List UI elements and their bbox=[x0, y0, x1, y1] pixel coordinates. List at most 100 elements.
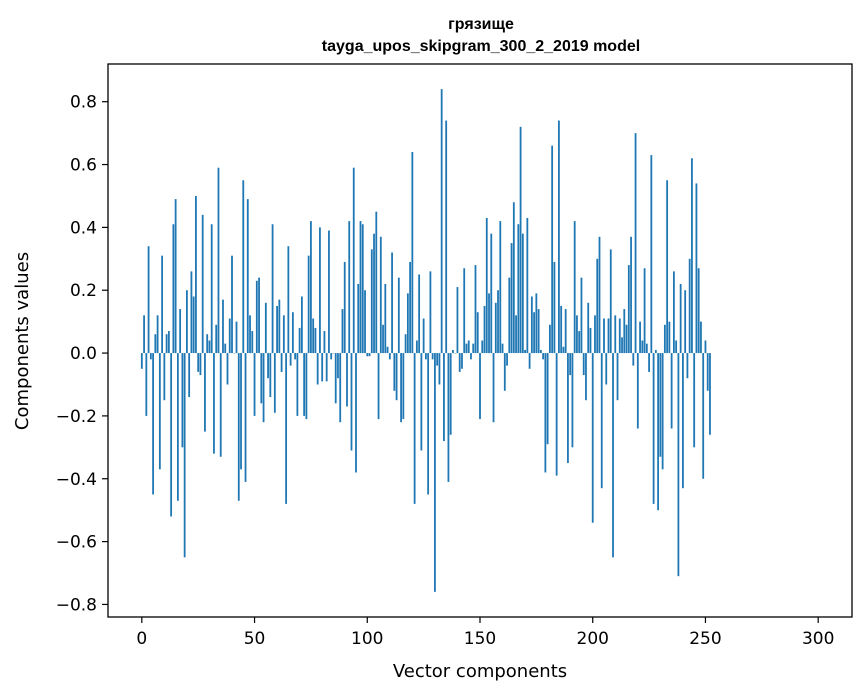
bar bbox=[397, 277, 400, 354]
bar bbox=[695, 183, 698, 354]
bar bbox=[242, 180, 245, 354]
bar bbox=[219, 353, 222, 457]
bar bbox=[700, 321, 702, 354]
y-tick-label: 0.6 bbox=[70, 156, 97, 176]
bar bbox=[402, 353, 405, 420]
bar bbox=[645, 343, 648, 354]
bar bbox=[447, 353, 450, 482]
bar bbox=[152, 353, 154, 495]
bar bbox=[228, 318, 231, 354]
bar bbox=[334, 353, 337, 404]
bar bbox=[560, 305, 563, 354]
bar bbox=[663, 324, 666, 354]
bar bbox=[630, 236, 632, 354]
bar bbox=[587, 302, 590, 354]
bar bbox=[589, 327, 592, 354]
bar bbox=[567, 353, 569, 464]
bar bbox=[677, 353, 680, 577]
plot-area-frame bbox=[107, 63, 853, 618]
bar bbox=[675, 340, 678, 354]
bar bbox=[634, 133, 637, 354]
bar bbox=[276, 305, 278, 354]
bar bbox=[188, 353, 191, 398]
bar bbox=[165, 334, 168, 354]
bar bbox=[436, 353, 439, 366]
bar bbox=[474, 265, 477, 354]
bar bbox=[670, 353, 673, 429]
bar bbox=[343, 261, 346, 354]
bar bbox=[282, 315, 285, 354]
bar bbox=[672, 271, 675, 354]
bar bbox=[431, 353, 434, 360]
bar bbox=[409, 261, 412, 354]
bar bbox=[668, 321, 671, 354]
bar bbox=[512, 202, 515, 354]
bar bbox=[174, 199, 177, 354]
bar bbox=[269, 353, 272, 398]
bar bbox=[346, 353, 348, 407]
bar bbox=[605, 353, 608, 385]
bar bbox=[316, 353, 319, 385]
bar bbox=[537, 309, 540, 354]
bar bbox=[350, 353, 353, 451]
bar bbox=[445, 120, 448, 354]
bar bbox=[224, 343, 227, 354]
bar bbox=[600, 353, 603, 489]
bar bbox=[481, 340, 484, 354]
x-tick-label: 250 bbox=[689, 629, 721, 649]
bar bbox=[154, 334, 157, 354]
bar bbox=[249, 315, 251, 354]
bar bbox=[623, 309, 626, 354]
bar bbox=[217, 167, 220, 354]
bar bbox=[467, 340, 470, 354]
bar bbox=[612, 353, 614, 558]
bar bbox=[576, 315, 578, 354]
bar bbox=[476, 312, 479, 354]
bar bbox=[366, 353, 369, 357]
bar bbox=[143, 315, 145, 354]
bar bbox=[149, 353, 152, 360]
bar bbox=[650, 155, 653, 354]
bar bbox=[506, 353, 508, 366]
bar bbox=[580, 277, 583, 354]
x-tick-label: 50 bbox=[244, 629, 266, 649]
bar bbox=[621, 337, 623, 354]
bar bbox=[348, 221, 351, 354]
bar bbox=[204, 353, 206, 432]
bar bbox=[614, 315, 617, 354]
bar bbox=[199, 353, 202, 376]
bar bbox=[244, 353, 247, 482]
bar bbox=[483, 305, 486, 354]
bar bbox=[488, 293, 490, 354]
bar bbox=[609, 249, 612, 354]
bar bbox=[596, 258, 599, 354]
bar bbox=[310, 221, 312, 354]
y-tick-label: 0.4 bbox=[70, 218, 97, 238]
bar bbox=[524, 349, 526, 354]
bar bbox=[497, 290, 499, 354]
bar bbox=[625, 324, 628, 354]
bar bbox=[246, 199, 249, 354]
bar bbox=[571, 353, 574, 448]
bar bbox=[226, 353, 229, 385]
bar-series bbox=[140, 89, 711, 592]
bar bbox=[240, 353, 242, 470]
bar bbox=[434, 353, 436, 592]
bar bbox=[422, 318, 425, 354]
bar bbox=[558, 120, 560, 354]
bar bbox=[415, 340, 418, 354]
bar bbox=[456, 287, 459, 354]
bar bbox=[465, 343, 468, 354]
bar bbox=[251, 331, 254, 354]
bar bbox=[648, 353, 650, 372]
bar bbox=[314, 327, 317, 354]
bar bbox=[201, 214, 204, 354]
bar bbox=[517, 224, 520, 354]
bar bbox=[291, 312, 294, 354]
bar bbox=[553, 261, 556, 354]
bar bbox=[373, 233, 375, 354]
bar bbox=[490, 233, 493, 354]
bar bbox=[548, 324, 551, 354]
bar bbox=[564, 309, 567, 354]
bar bbox=[461, 353, 463, 369]
